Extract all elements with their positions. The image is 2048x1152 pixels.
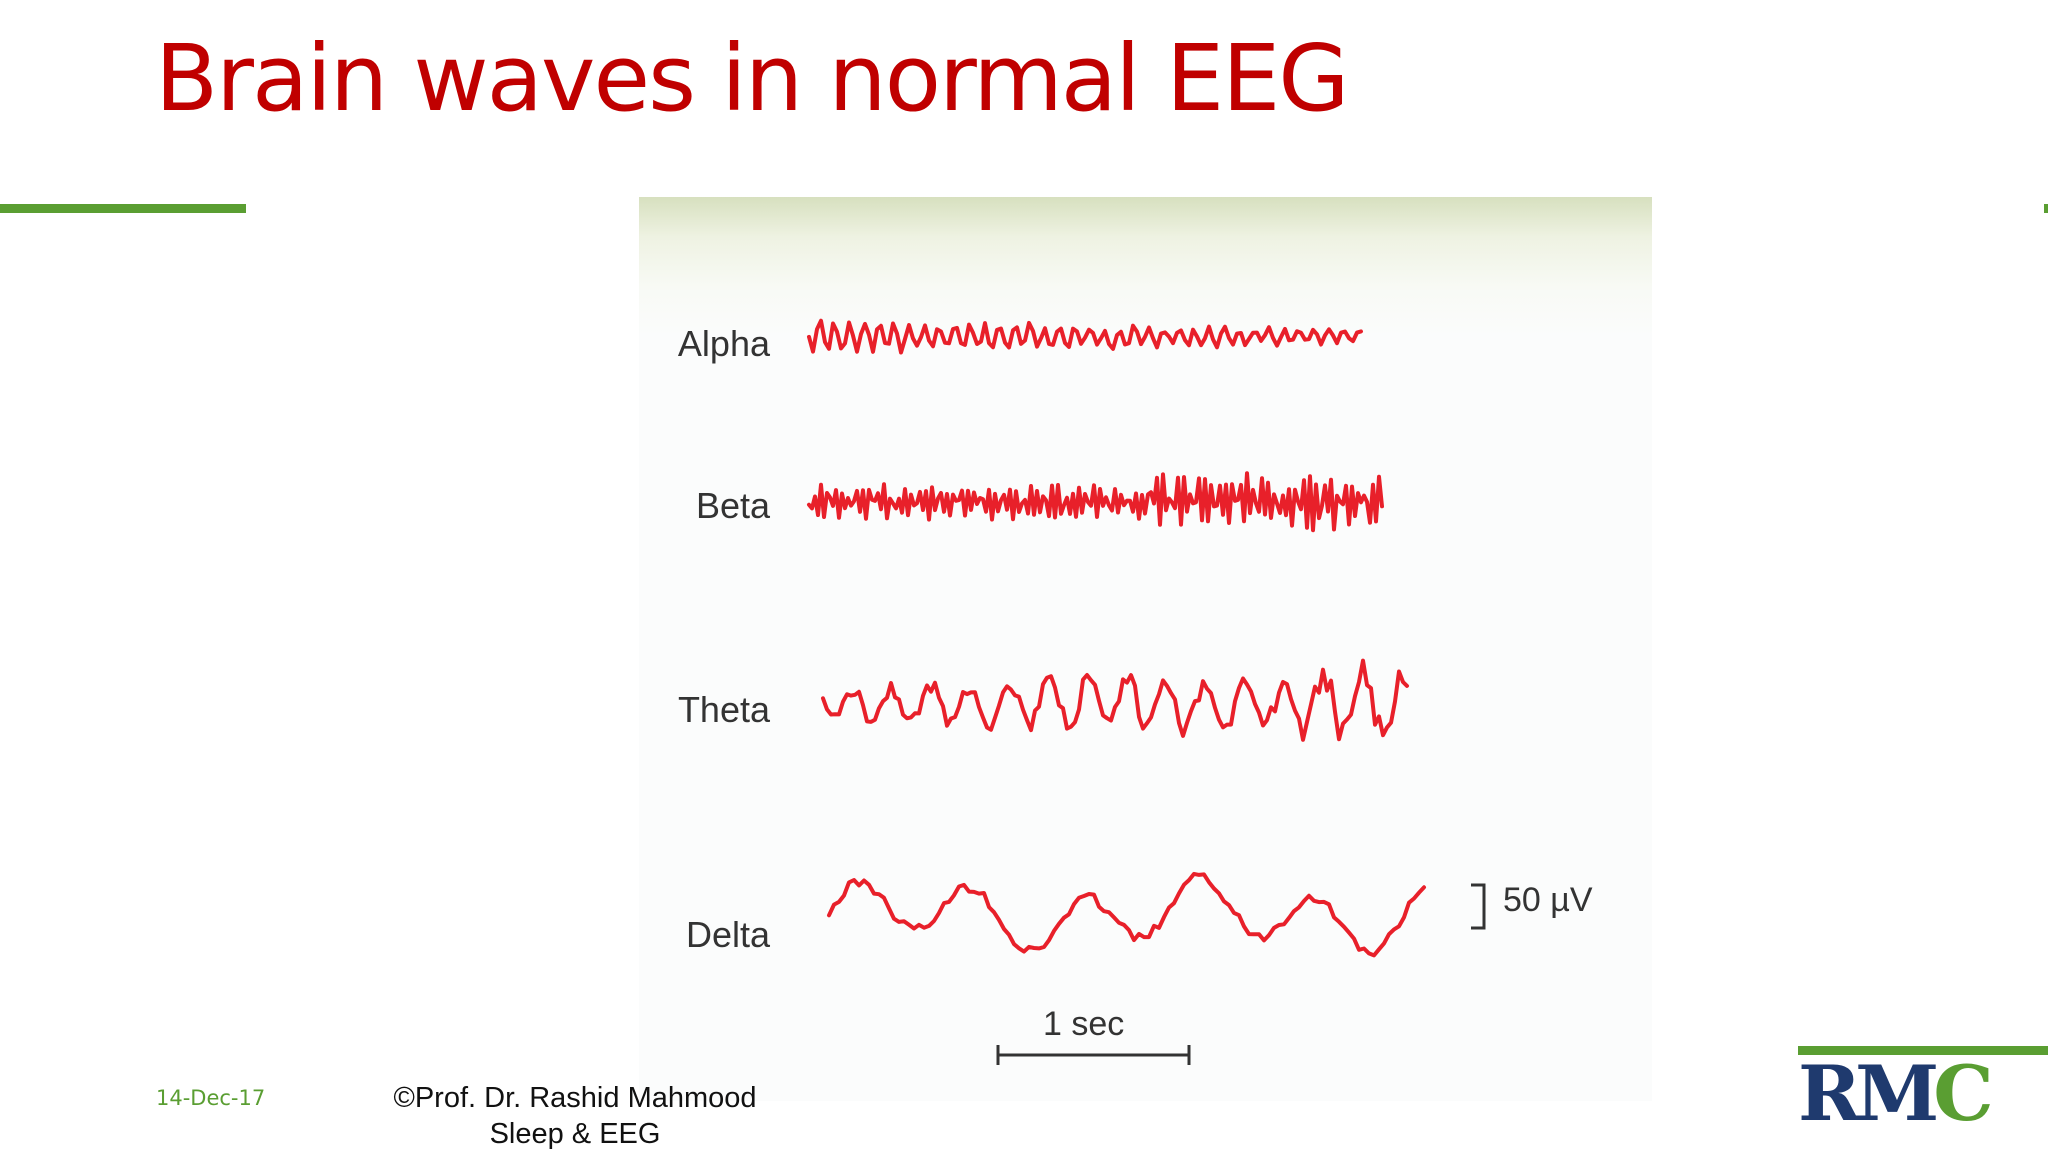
- credit-author: ©Prof. Dr. Rashid Mahmood: [393, 1082, 757, 1114]
- logo-letter-c: C: [1933, 1049, 1993, 1138]
- alpha-waveform: [807, 318, 1363, 355]
- time-scale-label: 1 sec: [1043, 1005, 1125, 1043]
- alpha-label: Alpha: [677, 323, 770, 364]
- slide-title: Brain waves in normal EEG: [155, 25, 1350, 132]
- logo-letters-rm: RM: [1798, 1049, 1939, 1138]
- rmc-logo: RMC: [1798, 1056, 1994, 1132]
- delta-waveform: [827, 871, 1426, 958]
- eeg-waveforms: [807, 318, 1486, 1065]
- credit-topic: Sleep & EEG: [489, 1118, 661, 1150]
- accent-line-left: [0, 204, 246, 213]
- eeg-figure: Alpha Beta Theta Delta 50 µV 1 sec: [639, 197, 1652, 1101]
- logo-accent-bar: [1798, 1046, 2048, 1055]
- amplitude-scale-label: 50 µV: [1503, 881, 1593, 919]
- theta-label: Theta: [677, 689, 770, 730]
- amplitude-scale-bracket: [1471, 883, 1486, 930]
- delta-label: Delta: [685, 914, 770, 955]
- beta-label: Beta: [695, 485, 770, 526]
- slide-date: 14-Dec-17: [156, 1086, 266, 1110]
- slide-credit: ©Prof. Dr. Rashid Mahmood Sleep & EEG: [365, 1080, 785, 1152]
- beta-waveform: [807, 471, 1384, 533]
- accent-line-right: [2044, 204, 2048, 213]
- theta-waveform: [821, 658, 1409, 742]
- time-scale-bar: [996, 1045, 1191, 1065]
